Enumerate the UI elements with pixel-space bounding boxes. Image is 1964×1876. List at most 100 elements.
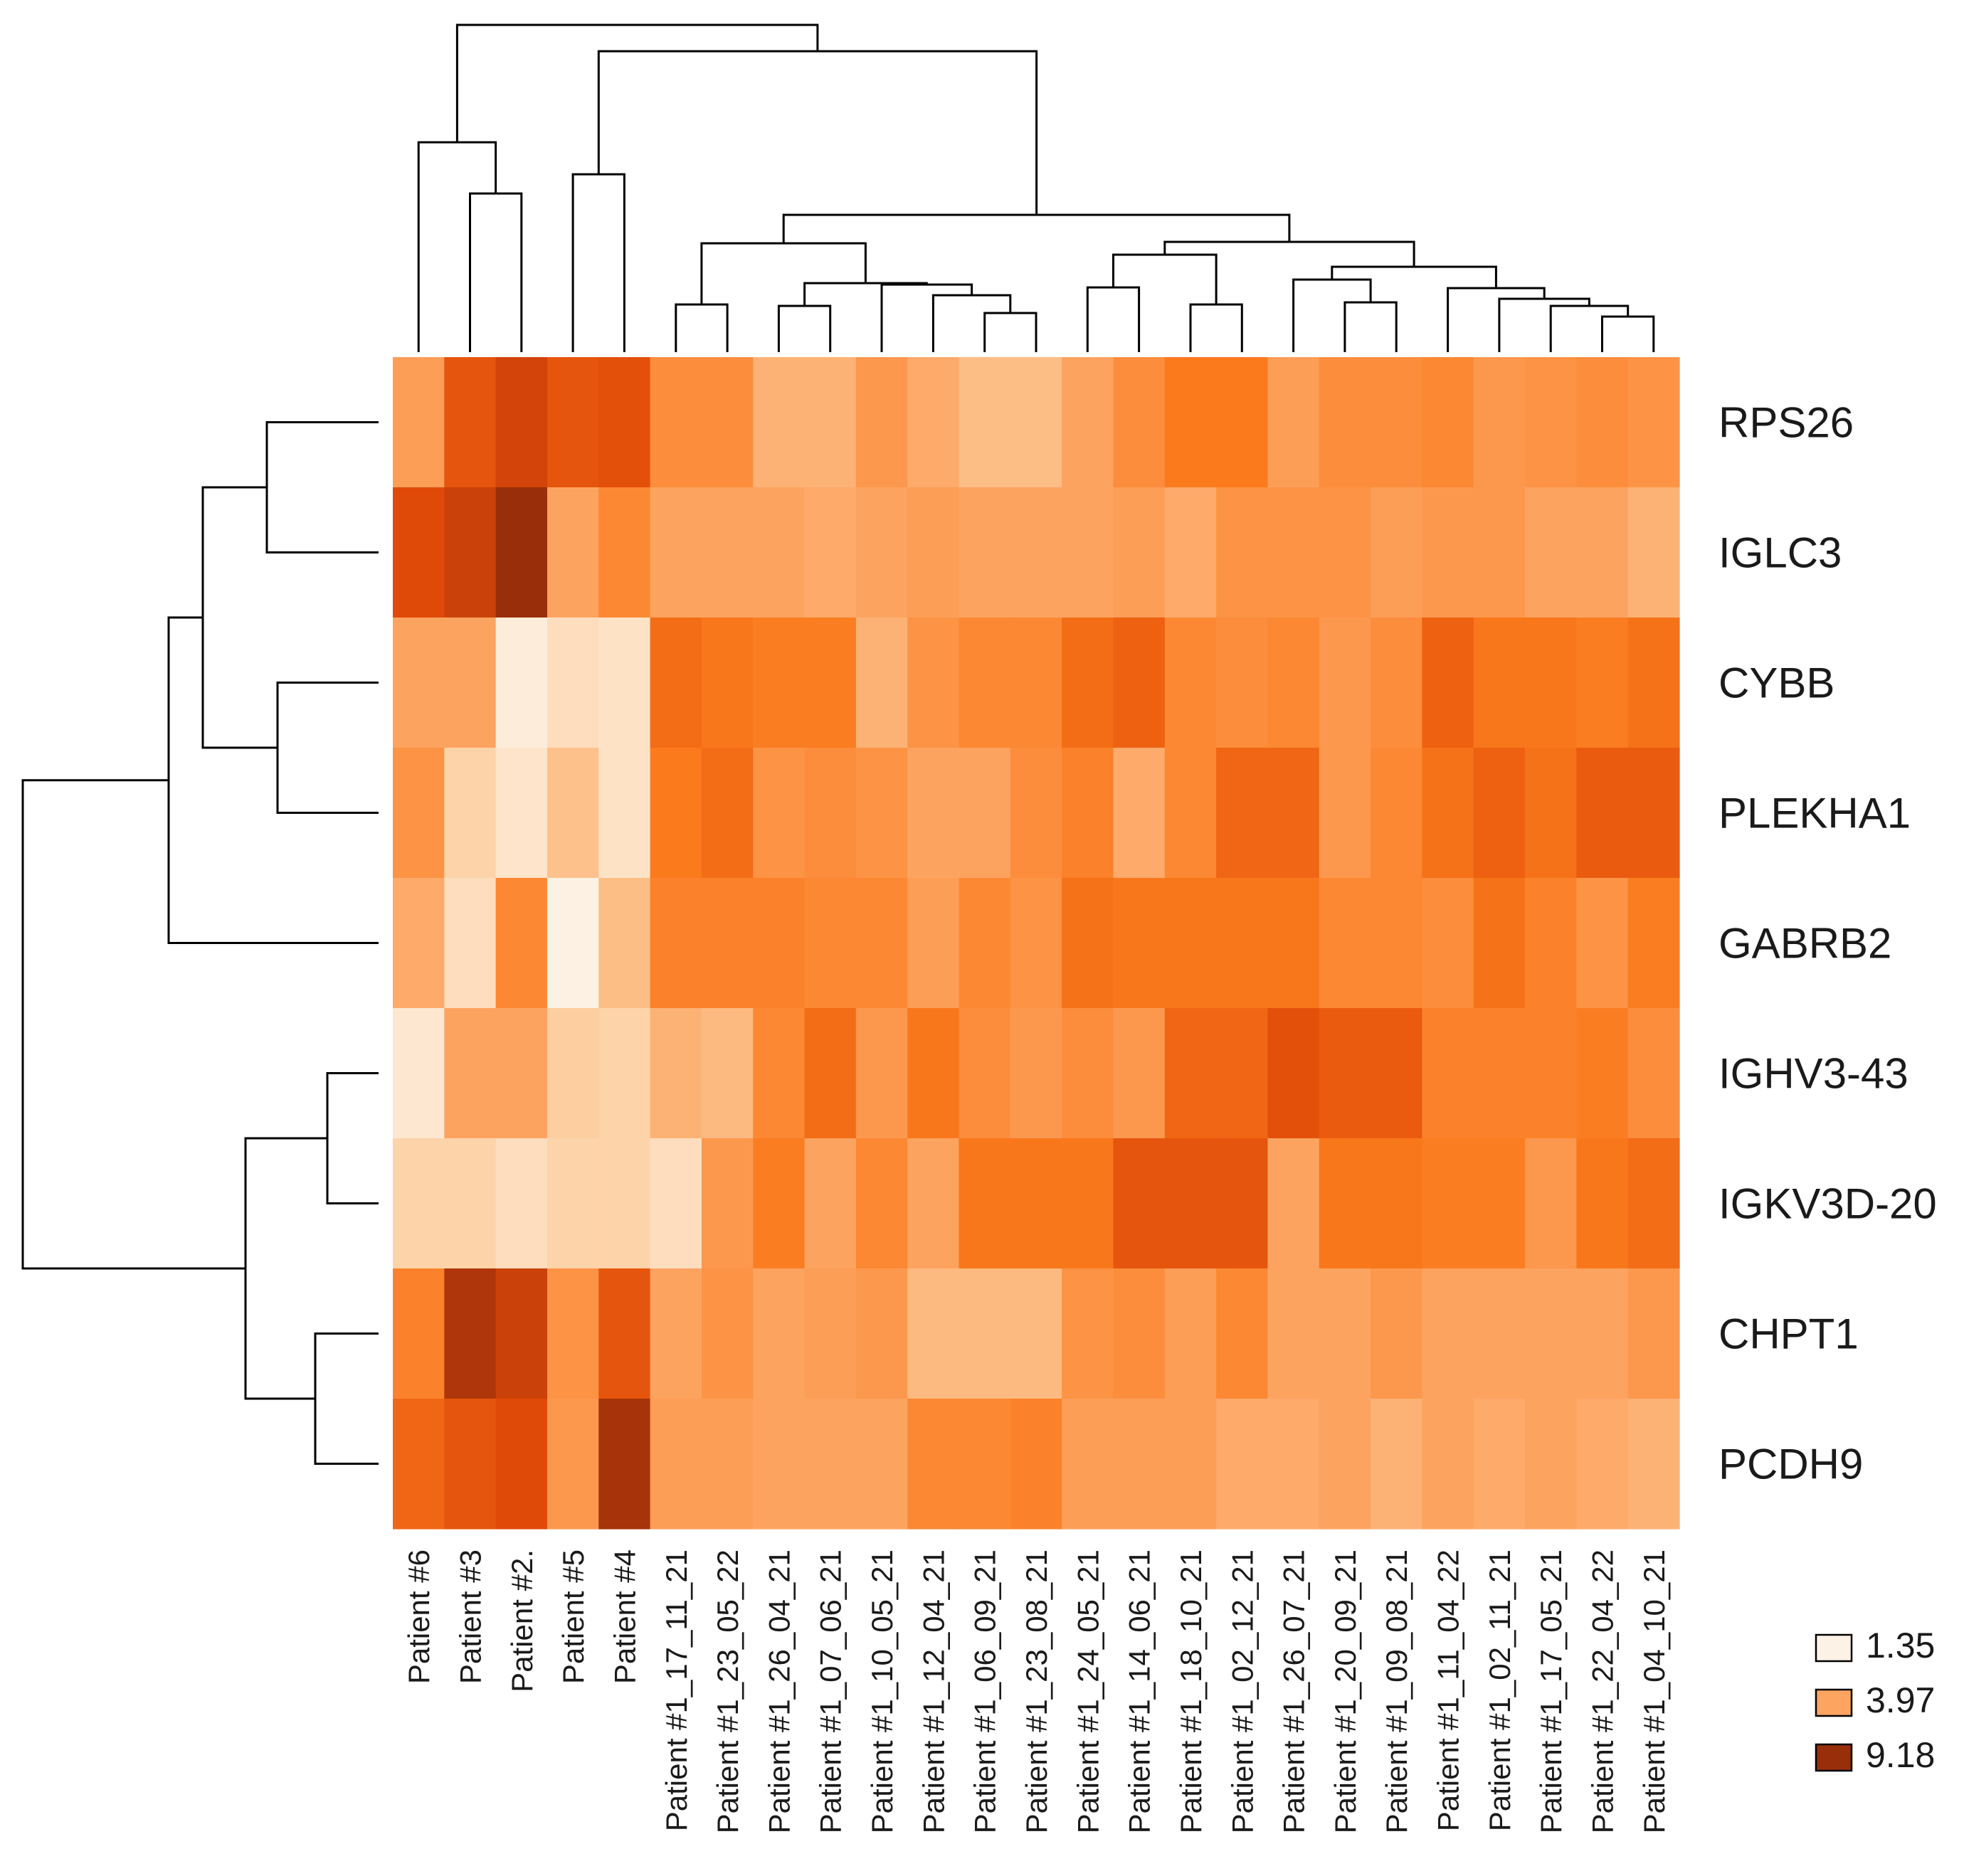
heatmap-cell — [1525, 1399, 1577, 1530]
heatmap-cell — [1164, 748, 1217, 879]
heatmap-cell — [393, 1138, 445, 1269]
heatmap-cell — [804, 1399, 857, 1530]
heatmap-cell — [1164, 357, 1217, 488]
column-label: Patient #1_14_06_21 — [1123, 1549, 1156, 1833]
heatmap-cell — [1216, 1399, 1269, 1530]
column-dendrogram — [417, 23, 1655, 352]
heatmap-cell — [1627, 1138, 1680, 1269]
heatmap-cell — [753, 1008, 806, 1139]
heatmap-cell — [1267, 1268, 1320, 1399]
column-label: Patient #1_02_11_21 — [1483, 1549, 1516, 1831]
heatmap-cell — [1062, 878, 1114, 1009]
heatmap-cell — [907, 487, 960, 618]
column-dendrogram-branch — [455, 23, 819, 142]
row-label: PLEKHA1 — [1718, 790, 1911, 837]
heatmap-cell — [1525, 1138, 1577, 1269]
column-label: Patient #2. — [505, 1549, 539, 1692]
heatmap-cell — [547, 487, 599, 618]
row-label: PCDH9 — [1718, 1441, 1863, 1488]
row-label: CYBB — [1718, 659, 1834, 707]
heatmap-cell — [1576, 1268, 1629, 1399]
heatmap-cell — [598, 1138, 651, 1269]
heatmap-cell — [855, 1268, 908, 1399]
heatmap-cell — [393, 748, 445, 879]
heatmap-cell — [393, 878, 445, 1009]
column-label: Patient #1_26_04_21 — [762, 1549, 796, 1833]
heatmap-cell — [1164, 1399, 1217, 1530]
heatmap-cell — [444, 1399, 497, 1530]
heatmap-cell — [547, 1138, 599, 1269]
heatmap-cell — [1525, 487, 1577, 618]
heatmap-cell — [1319, 1008, 1371, 1139]
heatmap-cell — [753, 878, 806, 1009]
color-legend: 1.35 3.97 9.18 — [1815, 1626, 1935, 1775]
heatmap-cell — [1319, 357, 1371, 488]
heatmap-cell — [1216, 487, 1269, 618]
heatmap-cell — [701, 1268, 754, 1399]
heatmap-cell — [1062, 1399, 1114, 1530]
heatmap-cell — [1319, 1399, 1371, 1530]
heatmap-cell — [1062, 748, 1114, 879]
heatmap-cell — [393, 357, 445, 488]
heatmap-cell — [804, 1268, 857, 1399]
heatmap-cell — [444, 1138, 497, 1269]
column-label: Patient #1_07_06_21 — [814, 1549, 848, 1833]
heatmap-cell — [753, 357, 806, 488]
heatmap-cell — [1473, 357, 1526, 488]
heatmap-cell — [1062, 1138, 1114, 1269]
heatmap-cell — [1319, 618, 1371, 748]
heatmap-cell — [1216, 1008, 1269, 1139]
heatmap-cell — [959, 487, 1011, 618]
heatmap-cell — [650, 487, 702, 618]
column-label: Patient #6 — [402, 1549, 435, 1684]
heatmap-cell — [650, 1268, 702, 1399]
row-label: GABRB2 — [1718, 920, 1891, 968]
heatmap-cell — [1216, 1268, 1269, 1399]
column-label: Patient #1_22_04_22 — [1586, 1549, 1620, 1833]
heatmap-cell — [1371, 1399, 1422, 1530]
row-dendrogram-branch — [21, 779, 246, 1270]
heatmap-cell — [959, 357, 1011, 488]
heatmap-cell — [907, 357, 960, 488]
heatmap-cell — [1525, 1268, 1577, 1399]
heatmap-cell — [598, 878, 651, 1009]
heatmap-cell — [1371, 618, 1422, 748]
heatmap-cell — [1164, 618, 1217, 748]
heatmap-cell — [1576, 487, 1629, 618]
heatmap-cell — [1576, 618, 1629, 748]
heatmap-cell — [1113, 357, 1166, 488]
heatmap-cell — [1576, 1008, 1629, 1139]
heatmap-cell — [1010, 487, 1062, 618]
column-labels: Patient #6 Patient #3 Patient #2. Patient #… — [402, 1549, 1671, 1833]
column-label: Patient #1_12_04_21 — [917, 1549, 950, 1833]
heatmap-cell — [495, 357, 548, 488]
heatmap-cell — [907, 878, 960, 1009]
heatmap-cell — [444, 1008, 497, 1139]
heatmap-cell — [855, 878, 908, 1009]
heatmap-cell — [1010, 357, 1062, 488]
heatmap-cell — [1576, 1399, 1629, 1530]
heatmap-cell — [1422, 1138, 1474, 1269]
heatmap-cell — [393, 618, 445, 748]
heatmap-cell — [959, 1138, 1011, 1269]
heatmap-cell — [495, 1138, 548, 1269]
heatmap-cell — [1010, 1138, 1062, 1269]
heatmap-cell — [1473, 1008, 1526, 1139]
heatmap-cell — [804, 618, 857, 748]
heatmap-cell — [753, 1268, 806, 1399]
heatmap-cell — [444, 748, 497, 879]
heatmap-cell — [804, 1138, 857, 1269]
row-label: CHPT1 — [1718, 1310, 1859, 1358]
heatmap-cell — [1525, 357, 1577, 488]
column-label: Patient #1_23_05_22 — [711, 1549, 744, 1833]
heatmap-cell — [598, 1399, 651, 1530]
heatmap-cell — [547, 1268, 599, 1399]
column-label: Patient #1_24_05_21 — [1071, 1549, 1104, 1833]
heatmap-cell — [495, 487, 548, 618]
heatmap-cell — [753, 487, 806, 618]
heatmap-cell — [959, 878, 1011, 1009]
heatmap-cell — [1113, 487, 1166, 618]
heatmap-cell — [1422, 357, 1474, 488]
heatmap-cell — [1267, 618, 1320, 748]
heatmap-cell — [1473, 487, 1526, 618]
